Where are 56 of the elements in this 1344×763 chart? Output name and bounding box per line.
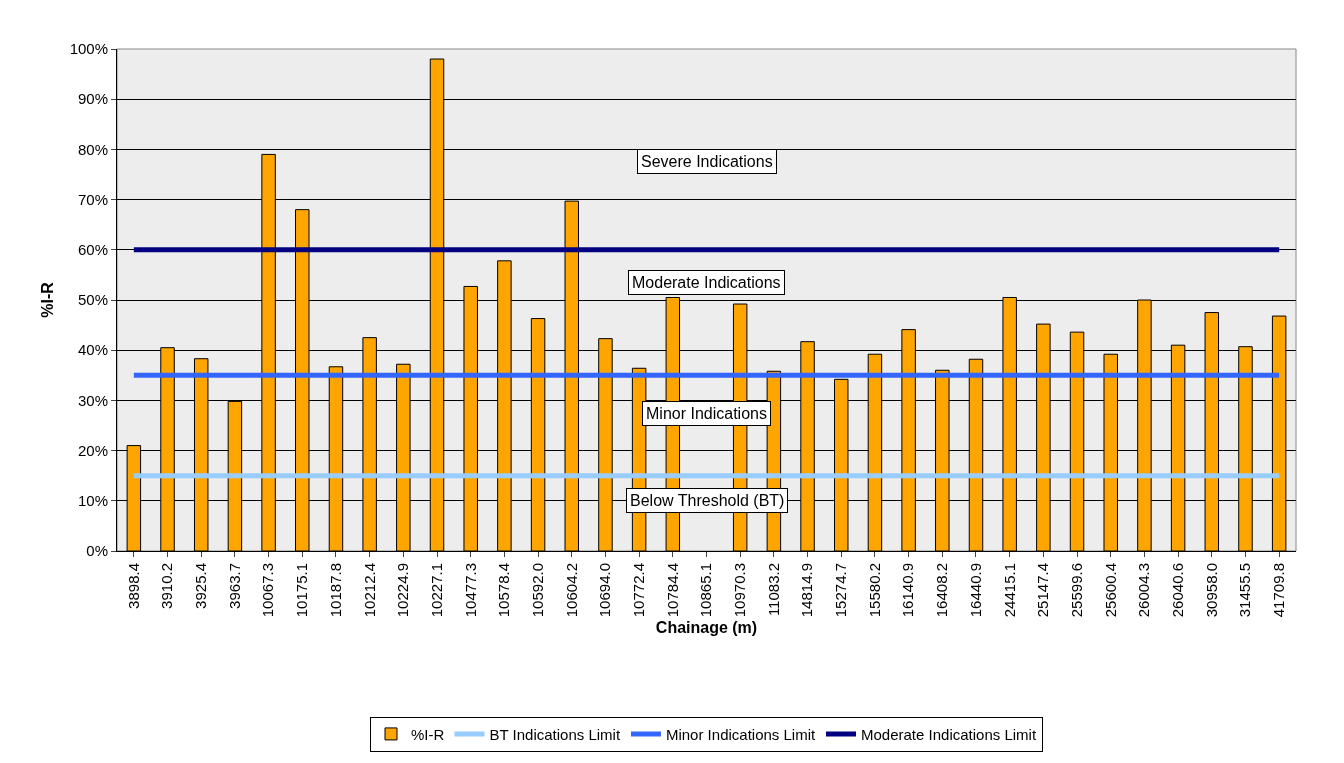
legend-label: %I-R [411, 725, 445, 743]
x-tick-label: 3898.4 [124, 563, 142, 609]
annotation: Severe Indications [641, 153, 773, 170]
legend-label: Moderate Indications Limit [861, 725, 1037, 743]
annotation: Below Threshold (BT) [630, 492, 785, 509]
y-tick-label: 0% [86, 542, 108, 560]
legend-label: BT Indications Limit [489, 725, 621, 743]
y-tick-label: 100% [69, 40, 108, 58]
x-tick-label: 16408.2 [933, 563, 951, 618]
y-tick-label: 30% [77, 391, 108, 409]
annotation: Minor Indications [646, 405, 767, 422]
x-tick-label: 10784.4 [663, 563, 681, 618]
x-tick-label: 25600.4 [1101, 563, 1119, 618]
x-tick-label: 24415.1 [1000, 563, 1018, 618]
x-tick-label: 10578.4 [495, 563, 513, 618]
y-tick-label: 40% [77, 341, 108, 359]
x-tick-label: 10227.1 [427, 563, 445, 618]
x-tick-label: 25147.4 [1034, 563, 1052, 618]
y-tick-label: 10% [77, 492, 108, 510]
y-tick-label: 20% [77, 441, 108, 459]
x-tick-label: 26004.3 [1135, 563, 1153, 618]
y-tick-label: 60% [77, 241, 108, 259]
x-tick-label: 16140.9 [899, 563, 917, 618]
x-tick-label: 31455.5 [1236, 563, 1254, 618]
x-tick-label: 10212.4 [360, 563, 378, 618]
x-tick-label: 26040.6 [1168, 563, 1186, 618]
x-tick-label: 10865.1 [697, 563, 715, 618]
legend-label: Minor Indications Limit [665, 725, 816, 743]
x-tick-label: 10477.3 [461, 563, 479, 618]
y-tick-label: 90% [77, 90, 108, 108]
x-tick-label: 10067.3 [259, 563, 277, 618]
x-tick-label: 3910.2 [158, 563, 176, 609]
x-tick-label: 10187.8 [326, 563, 344, 618]
x-tick-label: 10604.2 [562, 563, 580, 618]
x-tick-label: 25599.6 [1067, 563, 1085, 618]
x-tick-label: 11083.2 [764, 563, 782, 617]
x-tick-label: 14814.9 [798, 563, 816, 618]
y-tick-label: 80% [77, 140, 108, 158]
x-axis-title: Chainage (m) [655, 619, 758, 637]
x-tick-label: 15580.2 [865, 563, 883, 618]
x-tick-label: 30958.0 [1202, 563, 1220, 618]
x-tick-label: 10694.0 [596, 563, 614, 618]
x-tick-label: 10592.0 [528, 563, 546, 618]
x-tick-label: 3925.4 [192, 563, 210, 609]
x-tick-label: 10970.3 [731, 563, 749, 618]
x-tick-label: 16440.9 [966, 563, 984, 618]
x-tick-label: 41709.8 [1270, 563, 1288, 618]
x-tick-label: 15274.7 [832, 563, 850, 618]
x-tick-label: 3963.7 [225, 563, 243, 609]
x-tick-label: 10224.9 [394, 563, 412, 618]
y-axis-title: %I-R [38, 281, 56, 318]
y-tick-label: 70% [77, 190, 108, 208]
y-tick-label: 50% [77, 291, 108, 309]
x-tick-label: 10175.1 [293, 563, 311, 618]
x-tick-label: 10772.4 [630, 563, 648, 618]
annotation: Moderate Indications [632, 274, 781, 291]
